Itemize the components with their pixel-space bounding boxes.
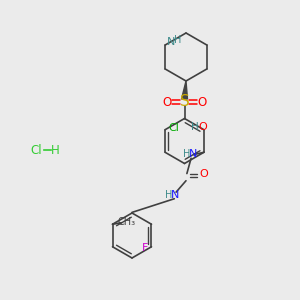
Text: N: N xyxy=(171,190,179,200)
Text: S: S xyxy=(180,94,189,110)
Text: Cl: Cl xyxy=(30,143,42,157)
Text: H: H xyxy=(174,34,182,45)
Text: N: N xyxy=(167,37,176,47)
Text: O: O xyxy=(197,95,206,109)
Text: Cl: Cl xyxy=(169,123,179,133)
Polygon shape xyxy=(182,81,188,99)
Text: H: H xyxy=(51,143,60,157)
Text: O: O xyxy=(198,122,207,132)
Text: H: H xyxy=(165,190,172,200)
Text: F: F xyxy=(142,243,149,253)
Text: O: O xyxy=(163,95,172,109)
Text: N: N xyxy=(189,149,197,159)
Text: CH₃: CH₃ xyxy=(117,217,135,227)
Text: H: H xyxy=(190,122,198,132)
Text: O: O xyxy=(200,169,208,179)
Text: H: H xyxy=(183,149,190,159)
